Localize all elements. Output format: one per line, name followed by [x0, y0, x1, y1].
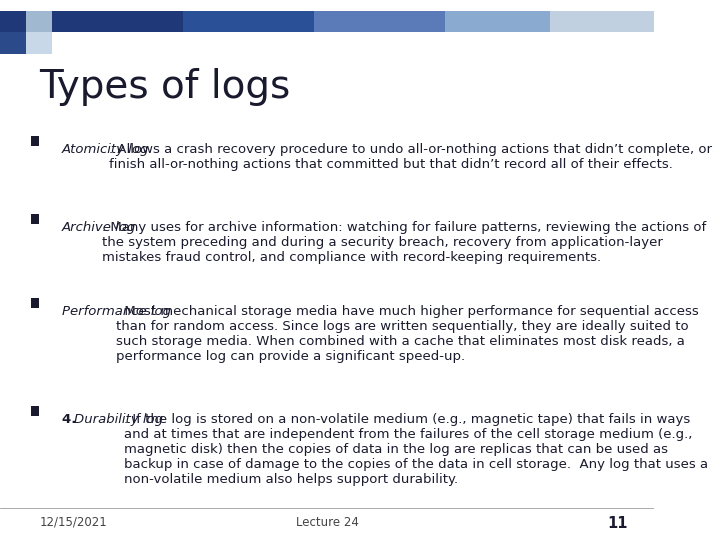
FancyBboxPatch shape	[31, 136, 39, 146]
FancyBboxPatch shape	[445, 11, 550, 32]
FancyBboxPatch shape	[0, 11, 26, 32]
Text: 11: 11	[608, 516, 629, 531]
Text: 12/15/2021: 12/15/2021	[40, 516, 107, 529]
Text: . Allows a crash recovery procedure to undo all-or-nothing actions that didn’t c: . Allows a crash recovery procedure to u…	[109, 143, 712, 171]
FancyBboxPatch shape	[31, 298, 39, 308]
Text: Performance log: Performance log	[62, 305, 171, 318]
FancyBboxPatch shape	[31, 214, 39, 224]
Text: . If the log is stored on a non-volatile medium (e.g., magnetic tape) that fails: . If the log is stored on a non-volatile…	[125, 413, 708, 486]
Text: . Most mechanical storage media have much higher performance for sequential acce: . Most mechanical storage media have muc…	[116, 305, 699, 363]
Text: Types of logs: Types of logs	[40, 68, 290, 105]
Text: Atomicity log: Atomicity log	[62, 143, 150, 156]
FancyBboxPatch shape	[31, 406, 39, 416]
Text: Durability log: Durability log	[74, 413, 163, 426]
FancyBboxPatch shape	[314, 11, 445, 32]
FancyBboxPatch shape	[184, 11, 314, 32]
FancyBboxPatch shape	[53, 11, 184, 32]
FancyBboxPatch shape	[26, 32, 53, 54]
Text: . Many uses for archive information: watching for failure patterns, reviewing th: . Many uses for archive information: wat…	[102, 221, 706, 265]
FancyBboxPatch shape	[550, 11, 654, 32]
Text: 4.: 4.	[62, 413, 81, 426]
Text: Archive log: Archive log	[62, 221, 136, 234]
FancyBboxPatch shape	[26, 11, 53, 32]
Text: Lecture 24: Lecture 24	[296, 516, 359, 529]
FancyBboxPatch shape	[0, 32, 26, 54]
